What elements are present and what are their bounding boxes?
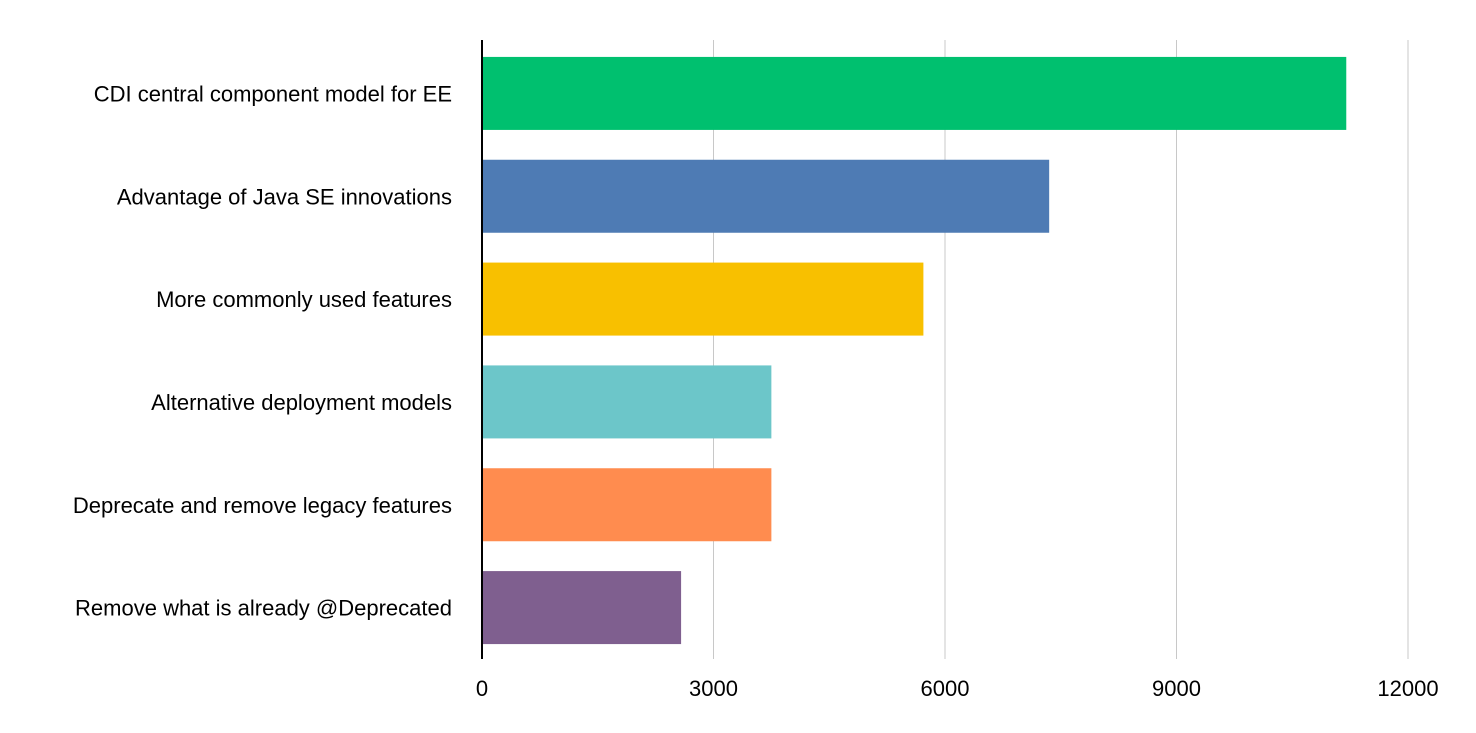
x-tick-label: 12000 — [1377, 676, 1438, 701]
x-tick-label: 6000 — [921, 676, 970, 701]
category-labels: CDI central component model for EE Advant… — [73, 81, 452, 620]
bars — [482, 56, 1347, 645]
gridlines — [713, 40, 1409, 659]
x-tick-label: 0 — [476, 676, 488, 701]
bar — [482, 159, 1050, 233]
bar — [482, 571, 682, 645]
x-axis-ticks: 0 3000 6000 9000 12000 — [476, 676, 1439, 701]
category-label: Deprecate and remove legacy features — [73, 493, 452, 518]
category-label: Alternative deployment models — [151, 390, 452, 415]
category-label: CDI central component model for EE — [94, 81, 452, 106]
bar — [482, 56, 1347, 130]
category-label: Advantage of Java SE innovations — [117, 184, 452, 209]
bar — [482, 262, 924, 336]
category-label: More commonly used features — [156, 287, 452, 312]
category-label: Remove what is already @Deprecated — [75, 596, 452, 621]
x-tick-label: 3000 — [689, 676, 738, 701]
bar — [482, 365, 772, 439]
bar — [482, 468, 772, 542]
x-tick-label: 9000 — [1152, 676, 1201, 701]
